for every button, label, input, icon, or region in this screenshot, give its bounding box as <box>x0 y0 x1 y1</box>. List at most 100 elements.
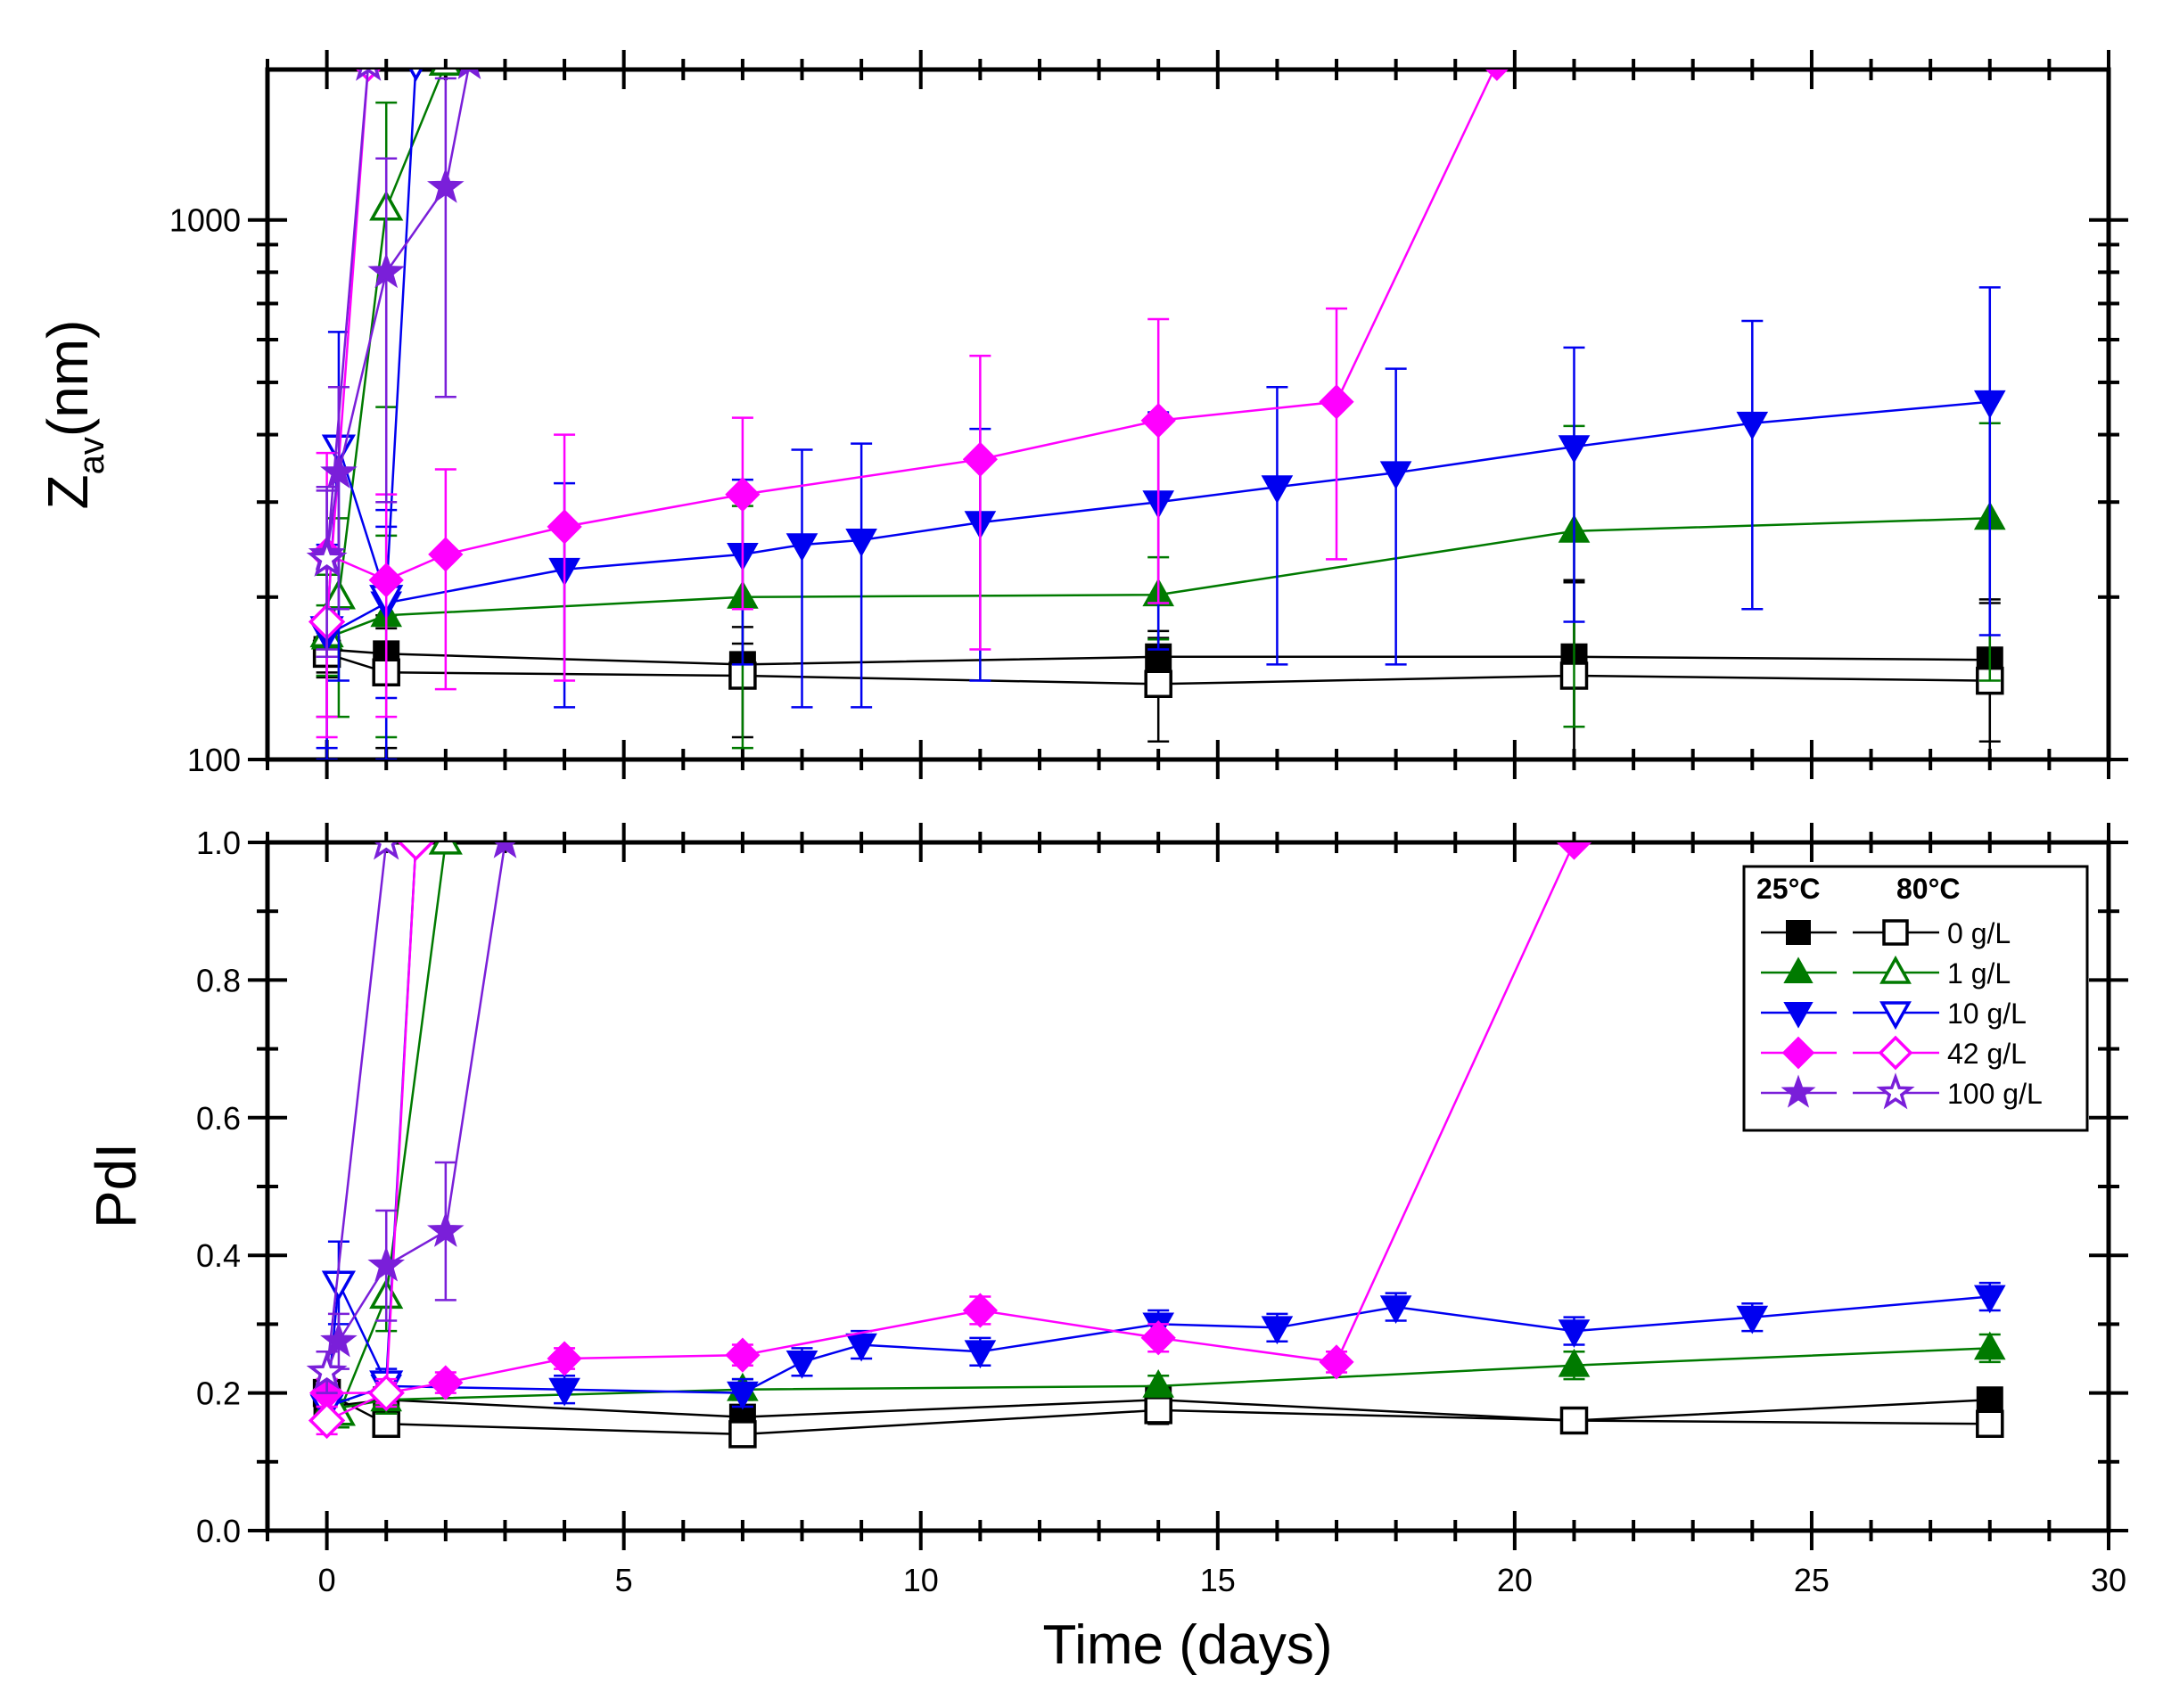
data-point <box>428 70 463 76</box>
data-point <box>408 70 424 82</box>
data-point <box>1973 1331 2006 1360</box>
legend-marker-25c <box>1783 957 1813 984</box>
legend-row: 42 g/L <box>1761 1035 2027 1071</box>
data-point <box>962 441 999 477</box>
data-point <box>725 1337 761 1373</box>
data-point <box>547 1341 582 1376</box>
zav-y-tick-labels: 100 1000 <box>169 202 241 778</box>
legend-row: 100 g/L <box>1761 1072 2043 1110</box>
data-point <box>1485 70 1509 81</box>
data-point <box>785 1351 818 1379</box>
legend-rows: 0 g/L 1 g/L 10 g/L 42 g/L 100 g/L <box>1761 917 2043 1110</box>
pdi-axis-ticks <box>248 823 2128 1550</box>
data-point <box>1140 403 1176 439</box>
zav-title-main: Z <box>36 474 100 509</box>
data-point <box>1558 1319 1591 1348</box>
data-point <box>367 1245 405 1282</box>
series-line <box>325 842 506 1373</box>
data-point <box>547 509 582 545</box>
legend-marker-80c <box>1879 1001 1912 1031</box>
data-point <box>1261 1316 1294 1345</box>
zav-axis-title: Zav(nm) <box>36 320 111 510</box>
pdi-y-tick-label: 0.4 <box>196 1237 241 1274</box>
series-line <box>325 842 417 1408</box>
data-point <box>1558 435 1591 464</box>
data-point <box>368 562 404 598</box>
legend-label: 10 g/L <box>1947 998 2027 1030</box>
data-point <box>428 1365 464 1400</box>
series-42gL-80c <box>308 70 382 719</box>
legend-marker-25c <box>1781 1036 1815 1070</box>
series-line <box>326 842 1575 1394</box>
data-point <box>1976 1386 2003 1414</box>
data-point <box>1144 669 1172 699</box>
data-point <box>1142 1369 1175 1398</box>
data-point <box>1140 1320 1176 1356</box>
x-tick-labels: 0 5 10 15 20 25 30 <box>318 1562 2126 1598</box>
zav-title-sub: av <box>72 437 111 474</box>
series-line <box>326 70 1496 582</box>
legend-row: 1 g/L <box>1761 955 2011 989</box>
data-point <box>727 1381 759 1410</box>
data-point <box>1556 842 1592 860</box>
data-point <box>964 1340 997 1369</box>
data-point <box>1973 390 2006 419</box>
zav-title-rest: (nm) <box>36 320 100 438</box>
pdi-y-tick-label: 0.0 <box>196 1513 241 1549</box>
data-point <box>845 1333 877 1362</box>
legend-marker-25c <box>1786 920 1811 945</box>
series-100gL-80c <box>306 70 382 659</box>
data-point <box>428 842 463 855</box>
x-tick-label: 25 <box>1794 1562 1830 1598</box>
data-point <box>785 533 818 562</box>
zav-y-tick-label: 100 <box>187 742 241 778</box>
legend-label: 100 g/L <box>1947 1078 2043 1110</box>
zav-y-tick-label: 1000 <box>169 202 241 239</box>
data-point <box>1261 475 1294 505</box>
legend-marker-25c <box>1783 1001 1813 1029</box>
series-0gL-80c <box>312 1377 2004 1449</box>
series-line <box>325 70 417 628</box>
legend-marker-25c <box>1781 1074 1816 1108</box>
data-point <box>367 1374 405 1412</box>
pdi-y-tick-label: 0.6 <box>196 1100 241 1137</box>
legend-marker-80c <box>1879 955 1912 984</box>
data-point <box>1559 1406 1589 1435</box>
zav-plot-frame <box>265 67 2111 762</box>
series-line <box>325 70 369 560</box>
data-point <box>306 538 348 577</box>
x-tick-label: 30 <box>2091 1562 2126 1598</box>
data-point <box>427 168 465 203</box>
data-point <box>356 70 382 81</box>
data-point <box>493 842 517 858</box>
legend-header-80c: 80°C <box>1896 873 1961 905</box>
legend-marker-80c <box>1876 1072 1915 1110</box>
data-point <box>1319 384 1354 420</box>
data-point <box>728 1420 757 1449</box>
legend-label: 42 g/L <box>1947 1038 2027 1070</box>
pdi-y-tick-label: 0.8 <box>196 962 241 998</box>
legend-label: 0 g/L <box>1947 917 2011 949</box>
data-point <box>1379 1295 1412 1324</box>
pdi-axis-title: PdI <box>84 1143 148 1228</box>
zav-axis-ticks <box>248 50 2128 779</box>
legend-label: 1 g/L <box>1947 957 2011 989</box>
x-tick-label: 10 <box>903 1562 939 1598</box>
pdi-y-tick-label: 0.2 <box>196 1375 241 1412</box>
data-point <box>320 1321 358 1358</box>
data-point <box>1736 1305 1769 1334</box>
series-line <box>325 842 388 1373</box>
data-point <box>367 252 405 289</box>
legend-header-25c: 25°C <box>1756 873 1821 905</box>
data-point <box>1973 1285 2006 1314</box>
x-tick-label: 5 <box>615 1562 633 1598</box>
legend-marker-80c <box>1882 919 1909 946</box>
legend: 25°C 80°C 0 g/L 1 g/L 10 g/L 42 g/L 100 g/L <box>1742 865 2089 1132</box>
data-point <box>428 537 464 572</box>
legend-marker-80c <box>1878 1035 1913 1071</box>
pdi-data-series <box>306 842 2006 1449</box>
data-point <box>1736 411 1769 440</box>
data-point <box>372 1409 400 1439</box>
series-42gL-80c <box>308 842 435 1440</box>
data-point <box>1144 1396 1172 1425</box>
